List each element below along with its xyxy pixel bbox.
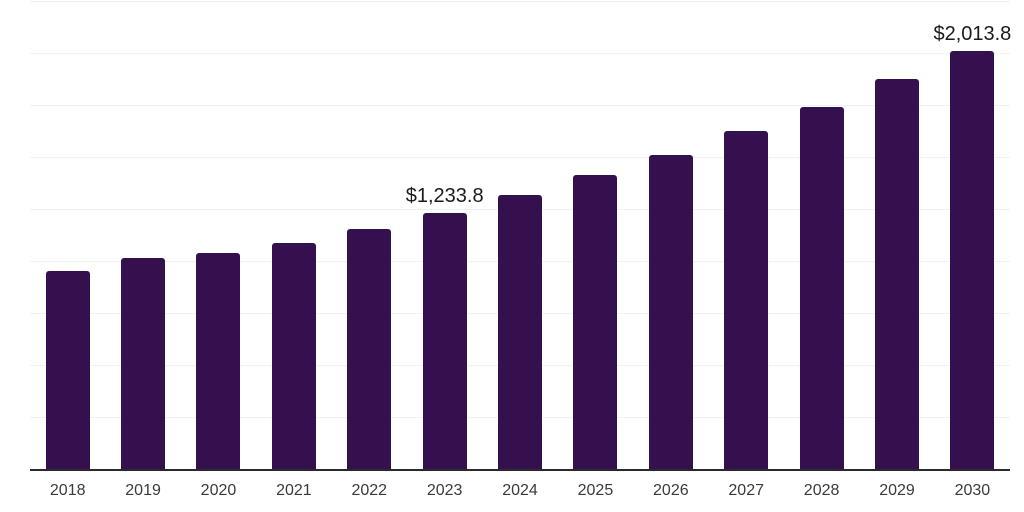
bar-slot-2019	[105, 2, 180, 470]
gridline-2250	[30, 1, 1010, 2]
x-tick-2022: 2022	[351, 482, 388, 499]
bar-2029[interactable]	[874, 79, 919, 470]
x-tick-2023: 2023	[426, 482, 463, 499]
bar-2019[interactable]	[121, 257, 166, 470]
bar-slot-2020	[181, 2, 256, 470]
x-tick-2021: 2021	[276, 482, 312, 499]
bar-slot-2026	[633, 2, 708, 470]
gridline-1500	[30, 157, 1010, 158]
data-label-2023: $1,233.8	[405, 185, 484, 208]
bar-2021[interactable]	[271, 243, 316, 470]
bar-2022[interactable]	[347, 229, 392, 470]
x-tick-2018: 2018	[49, 482, 86, 499]
x-tick-2020: 2020	[200, 482, 237, 499]
bar-slot-2030: $2,013.8	[933, 2, 1012, 470]
plot-area: $1,233.8 $2,013.8	[30, 1, 1012, 470]
x-tick-2029: 2029	[879, 482, 915, 499]
bar-2018[interactable]	[45, 271, 90, 470]
data-label-2030: $2,013.8	[933, 23, 1012, 46]
gridline-1750	[30, 105, 1010, 106]
x-tick-2025: 2025	[577, 482, 614, 499]
bar-slot-2021	[256, 2, 331, 470]
bar-2028[interactable]	[799, 106, 844, 470]
x-tick-2024: 2024	[502, 482, 538, 499]
bar-2027[interactable]	[724, 131, 769, 470]
bar-2030[interactable]	[950, 51, 995, 470]
bar-2023[interactable]	[422, 213, 467, 470]
x-tick-2027: 2027	[728, 482, 764, 499]
x-tick-2019: 2019	[125, 482, 161, 499]
bar-2020[interactable]	[196, 253, 241, 470]
bar-slot-2029	[859, 2, 934, 470]
x-tick-2030: 2030	[954, 482, 991, 499]
bar-slot-2022	[332, 2, 407, 470]
x-axis-line	[30, 469, 1010, 471]
bar-slot-2028	[784, 2, 859, 470]
bar-2026[interactable]	[648, 155, 693, 470]
bar-slot-2024	[482, 2, 557, 470]
bar-2025[interactable]	[573, 175, 618, 470]
bar-slot-2018	[30, 2, 105, 470]
bar-2024[interactable]	[498, 195, 543, 470]
x-axis-labels: 2018 2019 2020 2021 2022 2023 2024 2025 2026 2027…	[30, 481, 1010, 500]
x-tick-2026: 2026	[653, 482, 689, 499]
bar-slot-2025	[558, 2, 633, 470]
x-tick-2028: 2028	[803, 482, 840, 499]
bar-slot-2027	[709, 2, 784, 470]
gridline-2000	[30, 53, 1010, 54]
bar-slot-2023: $1,233.8	[405, 2, 484, 470]
bar-slots: $1,233.8 $2,013.8	[30, 2, 1012, 470]
